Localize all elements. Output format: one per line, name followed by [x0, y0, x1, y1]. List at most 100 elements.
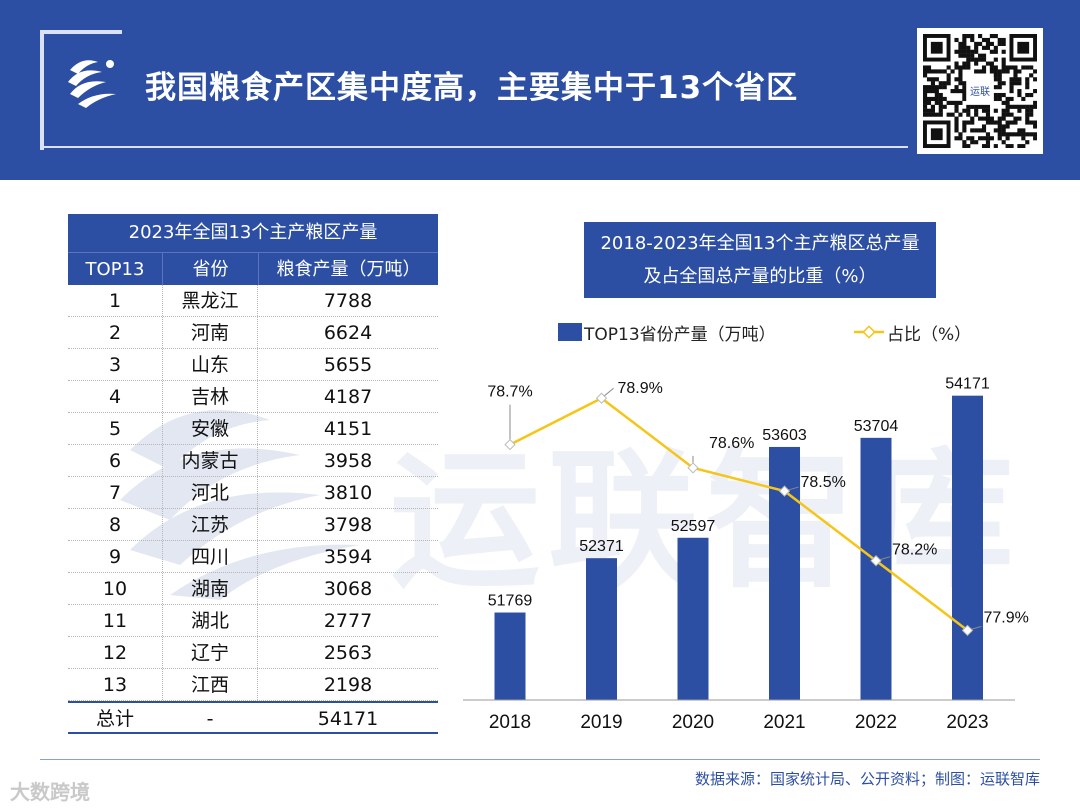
table-cell-output: 4187 — [323, 386, 373, 408]
table-row: 1 黑龙江 7788 — [68, 285, 438, 317]
bar-value-label: 54171 — [945, 376, 990, 393]
table-row: 10 湖南 3068 — [68, 573, 438, 605]
table-cell-province: 辽宁 — [162, 637, 258, 668]
table-row: 4 吉林 4187 — [68, 381, 438, 413]
qr-code-icon: 运联 — [923, 34, 1038, 149]
table-row: 6 内蒙古 3958 — [68, 445, 438, 477]
table-cell-output: 6624 — [323, 322, 373, 344]
header-frame-bottom — [40, 146, 908, 148]
table-header-output: 粮食产量（万吨） — [258, 253, 438, 285]
table-cell-rank: 3 — [108, 354, 122, 376]
table-cell-province: 河北 — [162, 477, 258, 508]
table-body: 1 黑龙江 7788 2 河南 6624 3 山东 5655 4 吉林 4187 5 安徽 4151 6 内蒙古… — [68, 285, 438, 701]
table-total-label: 总计 — [95, 708, 134, 730]
table-cell-rank: 9 — [108, 546, 122, 568]
table-cell-rank: 1 — [108, 290, 122, 312]
table-cell-province: 湖北 — [162, 605, 258, 636]
table-cell-rank: 4 — [108, 386, 122, 408]
production-chart: 51769 2018 52371 2019 52597 2020 53603 2021 5370… — [463, 376, 1029, 733]
data-source: 数据来源：国家统计局、公开资料；制图：运联智库 — [694, 770, 1040, 788]
bar-value-label: 53704 — [854, 418, 899, 435]
chart-title-line1: 2018-2023年全国13个主产粮区总产量 — [600, 233, 920, 254]
table-row: 9 四川 3594 — [68, 541, 438, 573]
table-row: 2 河南 6624 — [68, 317, 438, 349]
table-cell-output: 3958 — [323, 450, 373, 472]
table-cell-output: 3068 — [323, 578, 373, 600]
x-tick-label: 2020 — [672, 712, 714, 733]
legend-bar-swatch — [558, 323, 582, 341]
bar-2023 — [952, 395, 983, 700]
table-header-row: TOP13 省份 粮食产量（万吨） — [68, 252, 438, 285]
table-row: 3 山东 5655 — [68, 349, 438, 381]
legend-line-swatch — [854, 325, 884, 339]
chart-legend: TOP13省份产量（万吨） 占比（%） — [558, 320, 978, 345]
table-cell-output: 3798 — [323, 514, 373, 536]
ratio-value-label: 78.5% — [801, 474, 846, 491]
table-cell-province: 安徽 — [162, 413, 258, 444]
table-cell-rank: 10 — [102, 578, 128, 600]
table-cell-province: 湖南 — [162, 573, 258, 604]
table-cell-output: 2198 — [323, 674, 373, 696]
table-row: 12 辽宁 2563 — [68, 637, 438, 669]
table-cell-province: 内蒙古 — [162, 445, 258, 476]
table-cell-rank: 8 — [108, 514, 122, 536]
chart-title-line2: 及占全国总产量的比重（%） — [643, 266, 877, 287]
bar-value-label: 52371 — [579, 538, 624, 555]
table-cell-rank: 2 — [108, 322, 122, 344]
table-cell-output: 2563 — [323, 642, 373, 664]
header-frame-top — [40, 30, 122, 34]
table-row: 8 江苏 3798 — [68, 509, 438, 541]
x-tick-label: 2023 — [946, 712, 988, 733]
table-total-value: 54171 — [317, 708, 379, 730]
table-cell-province: 河南 — [162, 317, 258, 348]
chart-title: 2018-2023年全国13个主产粮区总产量 及占全国总产量的比重（%） — [584, 222, 936, 298]
footer-divider — [40, 759, 1040, 760]
qr-code[interactable]: 运联 — [917, 28, 1043, 154]
table-cell-province: 江西 — [162, 669, 258, 700]
x-tick-label: 2018 — [489, 712, 531, 733]
bar-2019 — [586, 558, 617, 700]
bar-2020 — [677, 537, 709, 700]
table-cell-rank: 13 — [102, 674, 128, 696]
table-cell-output: 2777 — [323, 610, 373, 632]
table-cell-output: 3810 — [323, 482, 373, 504]
table-cell-rank: 5 — [108, 418, 122, 440]
table-total-row: 总计 - 54171 — [68, 701, 438, 734]
table-cell-province: 黑龙江 — [162, 285, 258, 316]
bar-value-label: 53603 — [762, 427, 807, 444]
yunlian-logo-icon — [68, 60, 116, 108]
ratio-point-marker — [778, 485, 791, 497]
table-title: 2023年全国13个主产粮区产量 — [68, 214, 438, 252]
x-tick-label: 2019 — [580, 712, 622, 733]
table-cell-output: 3594 — [323, 546, 373, 568]
table-header-province: 省份 — [162, 253, 258, 285]
ratio-value-label: 78.6% — [709, 435, 754, 452]
ratio-value-label: 77.9% — [984, 609, 1029, 626]
table-cell-rank: 6 — [108, 450, 122, 472]
table-cell-province: 四川 — [162, 541, 258, 572]
header-frame-left — [40, 30, 44, 150]
ratio-value-label: 78.2% — [892, 542, 937, 559]
bar-2021 — [769, 446, 800, 700]
x-tick-label: 2021 — [763, 712, 805, 733]
table-cell-rank: 7 — [108, 482, 122, 504]
ratio-point-marker — [595, 392, 608, 404]
production-table: 2023年全国13个主产粮区产量 TOP13 省份 粮食产量（万吨） 1 黑龙江 7… — [68, 214, 438, 734]
table-cell-rank: 11 — [102, 610, 128, 632]
table-cell-province: 吉林 — [162, 381, 258, 412]
ratio-point-marker — [687, 462, 699, 474]
table-row: 13 江西 2198 — [68, 669, 438, 701]
table-cell-province: 山东 — [162, 349, 258, 380]
brand-watermark: 大数跨境 — [10, 780, 90, 804]
x-tick-label: 2022 — [855, 712, 897, 733]
table-row: 11 湖北 2777 — [68, 605, 438, 637]
ratio-point-marker — [870, 555, 882, 567]
legend-bar-label: TOP13省份产量（万吨） — [584, 325, 776, 345]
ratio-value-label: 78.7% — [487, 384, 532, 401]
table-cell-rank: 12 — [102, 642, 128, 664]
table-header-rank: TOP13 — [85, 259, 145, 280]
bar-value-label: 52597 — [671, 518, 716, 535]
header-banner: 我国粮食产区集中度高，主要集中于13个省区 运联 — [0, 0, 1080, 180]
table-row: 7 河北 3810 — [68, 477, 438, 509]
ratio-point-marker — [504, 438, 516, 451]
